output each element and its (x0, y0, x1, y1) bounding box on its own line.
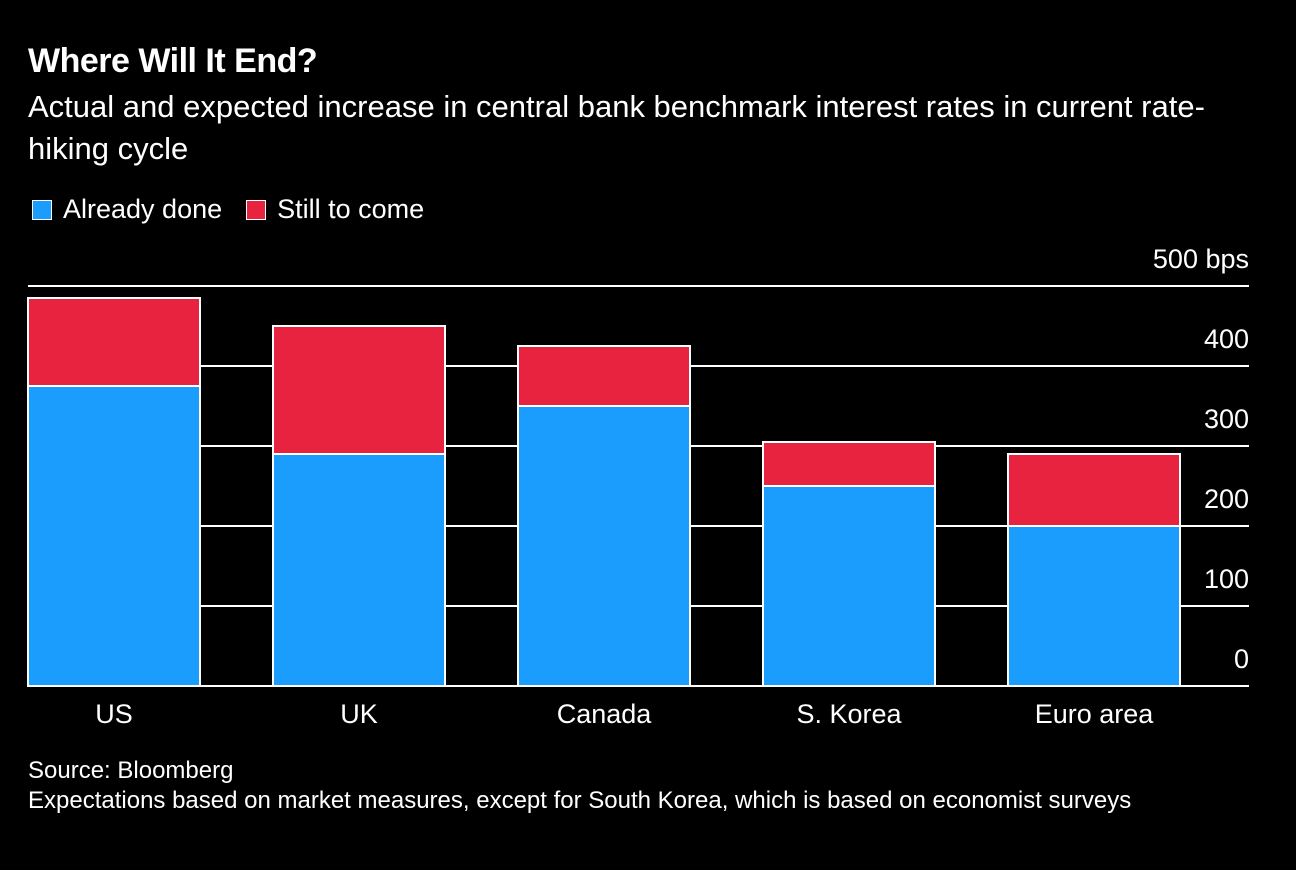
x-category-label-canada: Canada (557, 699, 653, 729)
bar-euro-area-still-to-come (1007, 453, 1181, 527)
bar-uk-still-to-come (272, 325, 446, 455)
bar-uk-already-done (272, 453, 446, 687)
footer: Source: Bloomberg Expectations based on … (28, 756, 1228, 816)
x-category-label-uk: UK (340, 699, 378, 729)
legend: Already done Still to come (32, 194, 448, 225)
footnote: Expectations based on market measures, e… (28, 787, 1132, 814)
legend-label-still-to-come: Still to come (277, 194, 425, 224)
bars (27, 297, 1181, 687)
x-category-label-euro-area: Euro area (1035, 699, 1155, 729)
legend-item-already-done: Already done (32, 194, 222, 225)
y-tick-label-400: 400 (1204, 324, 1249, 354)
legend-label-already-done: Already done (63, 194, 223, 224)
bar-s-korea-still-to-come (762, 441, 936, 487)
bar-canada-still-to-come (517, 345, 691, 407)
y-tick-label-0: 0 (1234, 644, 1249, 674)
legend-item-still-to-come: Still to come (246, 194, 424, 225)
y-tick-label-200: 200 (1204, 484, 1249, 514)
y-tick-label-500: 500 bps (1153, 244, 1249, 274)
bar-s-korea-already-done (762, 485, 936, 687)
bar-euro-area-already-done (1007, 525, 1181, 687)
legend-swatch-already-done (32, 199, 52, 220)
chart-title: Where Will It End? (28, 42, 318, 80)
bar-canada-already-done (517, 405, 691, 687)
chart-subtitle: Actual and expected increase in central … (28, 89, 1205, 166)
x-category-label-us: US (95, 699, 133, 729)
bar-us-already-done (27, 385, 201, 687)
x-axis-category-labels: US UK Canada S. Korea Euro area (95, 699, 1154, 729)
source-note: Source: Bloomberg (28, 757, 234, 784)
bar-us-still-to-come (27, 297, 201, 387)
y-axis-tick-labels: 0 100 200 300 400 500 bps (1153, 244, 1249, 674)
y-tick-label-300: 300 (1204, 404, 1249, 434)
legend-swatch-still-to-come (246, 199, 267, 220)
x-category-label-s-korea: S. Korea (796, 699, 902, 729)
y-tick-label-100: 100 (1204, 564, 1249, 594)
